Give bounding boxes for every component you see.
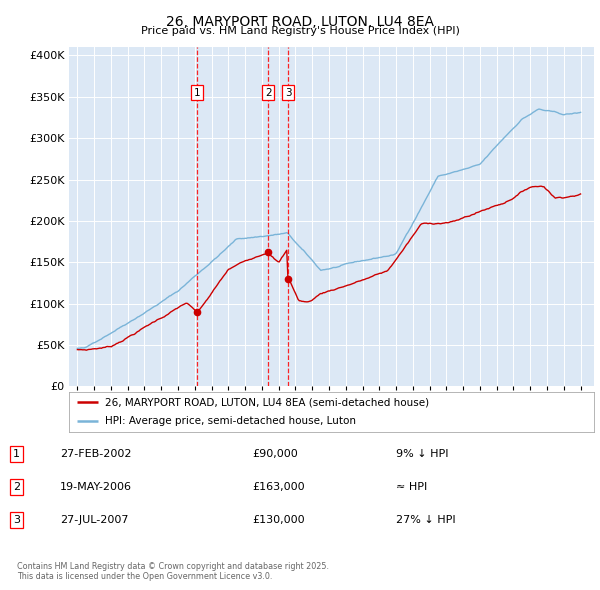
Text: HPI: Average price, semi-detached house, Luton: HPI: Average price, semi-detached house,…: [105, 417, 356, 427]
Text: 27-JUL-2007: 27-JUL-2007: [60, 516, 128, 525]
Text: ≈ HPI: ≈ HPI: [396, 482, 427, 491]
Text: £130,000: £130,000: [252, 516, 305, 525]
Text: 26, MARYPORT ROAD, LUTON, LU4 8EA: 26, MARYPORT ROAD, LUTON, LU4 8EA: [166, 15, 434, 29]
Text: 1: 1: [194, 88, 200, 98]
Text: 2: 2: [265, 88, 272, 98]
Text: 3: 3: [13, 516, 20, 525]
Text: 9% ↓ HPI: 9% ↓ HPI: [396, 450, 449, 459]
Text: 3: 3: [285, 88, 292, 98]
Text: 27-FEB-2002: 27-FEB-2002: [60, 450, 131, 459]
Text: 2: 2: [13, 482, 20, 491]
Text: 19-MAY-2006: 19-MAY-2006: [60, 482, 132, 491]
Text: 27% ↓ HPI: 27% ↓ HPI: [396, 516, 455, 525]
Text: £90,000: £90,000: [252, 450, 298, 459]
Text: £163,000: £163,000: [252, 482, 305, 491]
Text: 26, MARYPORT ROAD, LUTON, LU4 8EA (semi-detached house): 26, MARYPORT ROAD, LUTON, LU4 8EA (semi-…: [105, 397, 429, 407]
Text: Contains HM Land Registry data © Crown copyright and database right 2025.
This d: Contains HM Land Registry data © Crown c…: [17, 562, 329, 581]
Text: 1: 1: [13, 450, 20, 459]
Text: Price paid vs. HM Land Registry's House Price Index (HPI): Price paid vs. HM Land Registry's House …: [140, 26, 460, 36]
